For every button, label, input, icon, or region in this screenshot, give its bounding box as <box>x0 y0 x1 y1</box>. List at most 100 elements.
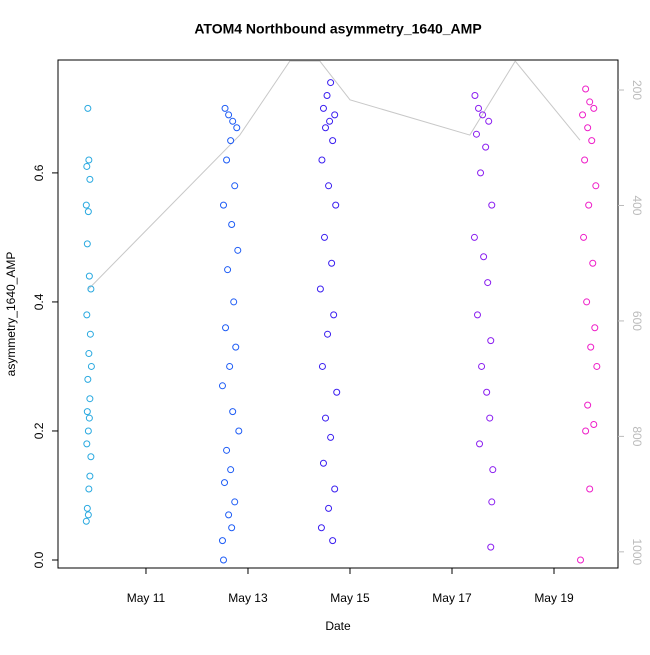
point <box>323 91 331 99</box>
point <box>590 421 598 429</box>
point <box>586 98 594 106</box>
point <box>477 169 485 177</box>
point <box>479 111 487 119</box>
point <box>487 337 495 345</box>
point <box>577 556 585 564</box>
point <box>322 124 330 132</box>
point <box>222 324 230 332</box>
point <box>220 556 228 564</box>
point <box>486 414 494 422</box>
y-axis-label: asymmetry_1640_AMP <box>4 252 18 377</box>
y-tick-label: 0.0 <box>32 551 46 568</box>
point <box>326 117 334 125</box>
point <box>218 382 226 390</box>
point <box>85 156 93 164</box>
point <box>324 330 332 338</box>
point <box>488 201 496 209</box>
y2-tick-label: 800 <box>630 426 644 446</box>
x-tick-label: May 17 <box>432 591 472 605</box>
point <box>582 427 590 435</box>
point <box>82 201 90 209</box>
point <box>84 511 92 519</box>
point <box>320 233 328 241</box>
point <box>593 362 601 370</box>
point <box>234 246 242 254</box>
point <box>475 104 483 112</box>
point <box>229 408 237 416</box>
point <box>231 182 239 190</box>
point <box>231 498 239 506</box>
point <box>223 446 231 454</box>
point <box>87 362 95 370</box>
point <box>226 362 234 370</box>
point <box>221 479 229 487</box>
point <box>583 298 591 306</box>
point <box>327 433 335 441</box>
point <box>218 537 226 545</box>
y-tick-label: 0.2 <box>32 422 46 439</box>
point <box>82 517 90 525</box>
point <box>223 156 231 164</box>
point <box>83 240 91 248</box>
point <box>483 388 491 396</box>
point <box>224 266 232 274</box>
point <box>83 408 91 416</box>
y-tick-label: 0.6 <box>32 164 46 181</box>
point <box>322 414 330 422</box>
point <box>584 401 592 409</box>
point <box>580 233 588 241</box>
point <box>317 524 325 532</box>
point <box>87 285 95 293</box>
point <box>591 324 599 332</box>
point <box>83 311 91 319</box>
point <box>590 104 598 112</box>
point <box>589 259 597 267</box>
point <box>84 208 92 216</box>
x-tick-label: May 15 <box>330 591 370 605</box>
point <box>485 117 493 125</box>
point <box>331 485 339 493</box>
point <box>585 201 593 209</box>
point <box>325 182 333 190</box>
point <box>584 124 592 132</box>
y2-tick-label: 200 <box>630 80 644 100</box>
y2-tick-label: 600 <box>630 311 644 331</box>
point <box>325 504 333 512</box>
chart-title: ATOM4 Northbound asymmetry_1640_AMP <box>194 21 481 37</box>
point <box>470 233 478 241</box>
point <box>228 221 236 229</box>
point <box>83 504 91 512</box>
point <box>472 130 480 138</box>
point <box>319 459 327 467</box>
point <box>86 395 94 403</box>
point <box>482 143 490 151</box>
point <box>329 137 337 145</box>
x-tick-label: May 19 <box>534 591 574 605</box>
point <box>227 137 235 145</box>
point <box>85 350 93 358</box>
point <box>484 279 492 287</box>
point <box>592 182 600 190</box>
point <box>230 298 238 306</box>
point <box>86 175 94 183</box>
point <box>86 330 94 338</box>
point <box>332 201 340 209</box>
plot-frame <box>57 59 619 569</box>
point <box>84 104 92 112</box>
point <box>318 362 326 370</box>
point <box>476 440 484 448</box>
point <box>473 311 481 319</box>
point <box>318 156 326 164</box>
point <box>330 311 338 319</box>
point <box>84 427 92 435</box>
y2-tick-label: 1000 <box>630 538 644 565</box>
point <box>229 117 237 125</box>
point <box>220 201 228 209</box>
point <box>227 466 235 474</box>
point <box>85 485 93 493</box>
point <box>331 111 339 119</box>
point <box>225 511 233 519</box>
point <box>316 285 324 293</box>
point <box>235 427 243 435</box>
